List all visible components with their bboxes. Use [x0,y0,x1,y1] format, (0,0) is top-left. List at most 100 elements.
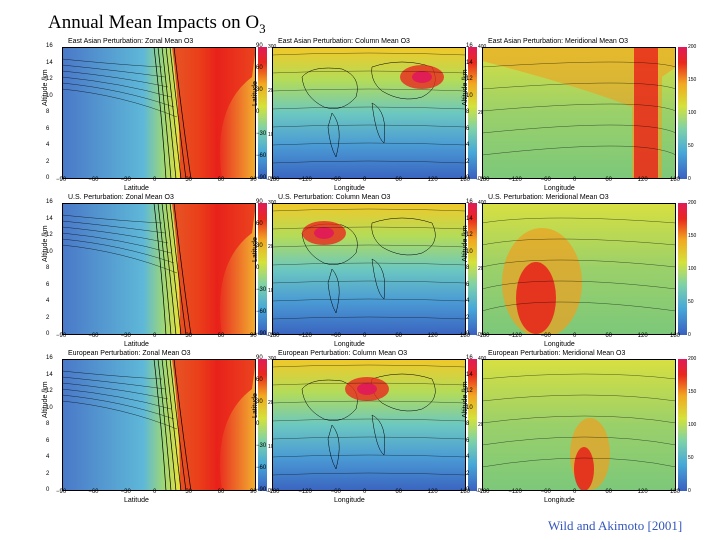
x-axis-label: Longitude [544,497,575,504]
colorbar-tick-label: 200 [688,356,697,362]
contour-plot [272,47,466,179]
y-tick-label: 8 [46,109,50,115]
y-tick-label: 2 [46,158,50,165]
x-tick-label: 120 [637,333,648,339]
x-tick-label: 0 [363,177,367,183]
x-axis-label: Latitude [124,185,149,192]
colorbar [468,203,477,335]
contour-panel: U.S. Perturbation: Zonal Mean O3 Altitude… [42,194,276,352]
y-tick-label: 12 [466,232,473,238]
colorbar-tick-label: 50 [688,143,694,149]
x-axis-label: Longitude [334,341,365,348]
x-tick-label: 30 [185,177,193,183]
y-tick-label: −60 [256,309,267,315]
colorbar-tick-label: 0 [688,176,691,182]
contour-panel: East Asian Perturbation: Zonal Mean O3 Al… [42,38,276,196]
x-tick-label: 0 [573,489,577,495]
contour-plot [482,203,676,335]
colorbar-tick-label: 100 [688,266,697,272]
y-tick-label: 60 [256,221,263,227]
x-tick-label: −120 [508,489,522,495]
y-tick-label: 2 [46,314,50,321]
colorbar [258,359,267,491]
x-tick-label: −60 [330,333,341,339]
y-tick-label: 12 [46,232,53,238]
y-tick-label: 16 [46,199,53,205]
y-tick-label: 0 [46,175,50,181]
y-tick-label: 0 [46,487,50,493]
panel-title: U.S. Perturbation: Zonal Mean O3 [68,194,174,201]
y-tick-label: 0 [256,109,260,115]
x-tick-label: −60 [88,489,99,495]
colorbar-tick-label: 150 [688,389,697,395]
y-tick-label: 8 [46,265,50,271]
x-tick-label: −60 [330,489,341,495]
panel-title: U.S. Perturbation: Meridional Mean O3 [488,194,609,201]
y-tick-label: 12 [466,76,473,82]
x-tick-label: −120 [508,177,522,183]
y-tick-label: 2 [466,470,470,477]
colorbar [258,47,267,179]
x-tick-label: 60 [395,177,403,183]
x-tick-label: 30 [185,489,193,495]
y-axis-label: Latitude [252,393,259,418]
colorbar-tick-label: 150 [688,77,697,83]
y-tick-label: 16 [46,43,53,49]
x-tick-label: 180 [460,489,471,495]
panel-title: European Perturbation: Column Mean O3 [278,350,408,357]
colorbar [678,359,687,491]
colorbar-tick-label: 0 [478,332,481,338]
x-axis-label: Longitude [334,185,365,192]
colorbar [468,359,477,491]
colorbar-tick-label: 0 [268,176,271,182]
x-tick-label: −60 [540,333,551,339]
x-tick-label: 0 [573,333,577,339]
x-tick-label: 120 [637,177,648,183]
y-tick-label: 30 [256,243,263,249]
y-tick-label: 90 [256,43,263,49]
x-tick-label: 0 [153,489,157,495]
colorbar-tick-label: 100 [688,422,697,428]
y-tick-label: 8 [466,421,470,427]
x-axis-label: Latitude [124,497,149,504]
y-tick-label: 8 [466,109,470,115]
x-tick-label: −120 [298,489,312,495]
x-tick-label: −90 [56,333,67,339]
x-tick-label: 60 [395,489,403,495]
x-tick-label: 0 [573,177,577,183]
y-tick-label: 4 [46,298,50,304]
x-tick-label: −30 [120,333,131,339]
contour-panel: U.S. Perturbation: Meridional Mean O3 Alt… [462,194,697,352]
x-tick-label: 60 [605,177,613,183]
y-tick-label: 16 [466,43,473,49]
y-tick-label: 90 [256,355,263,361]
colorbar-tick-label: 0 [688,488,691,494]
x-tick-label: 90 [250,489,257,495]
y-axis-label: Latitude [252,237,259,262]
x-tick-label: 0 [153,177,157,183]
x-tick-label: −60 [330,177,341,183]
contour-plot [62,203,256,335]
y-tick-label: 14 [46,371,53,378]
x-tick-label: 60 [217,489,225,495]
contour-panel: European Perturbation: Column Mean O3 Lat… [252,350,486,508]
y-tick-label: 16 [466,199,473,205]
x-tick-label: −30 [120,177,131,183]
y-axis-label: Altitude /km [42,225,49,262]
y-tick-label: 0 [466,175,470,181]
contour-plot [62,359,256,491]
contour-panel: East Asian Perturbation: Column Mean O3 L… [252,38,486,196]
colorbar [678,47,687,179]
contour-plot [272,359,466,491]
panel-title: East Asian Perturbation: Zonal Mean O3 [68,38,194,45]
y-tick-label: 14 [466,59,473,66]
y-tick-label: 14 [466,371,473,378]
y-tick-label: 12 [46,76,53,82]
y-tick-label: 30 [256,87,263,93]
slide-title: Annual Mean Impacts on O3 [48,12,266,37]
y-tick-label: −60 [256,465,267,471]
y-tick-label: 4 [46,454,50,460]
y-tick-label: 2 [466,314,470,321]
colorbar-tick-label: 0 [688,332,691,338]
y-axis-label: Altitude /km [42,69,49,106]
